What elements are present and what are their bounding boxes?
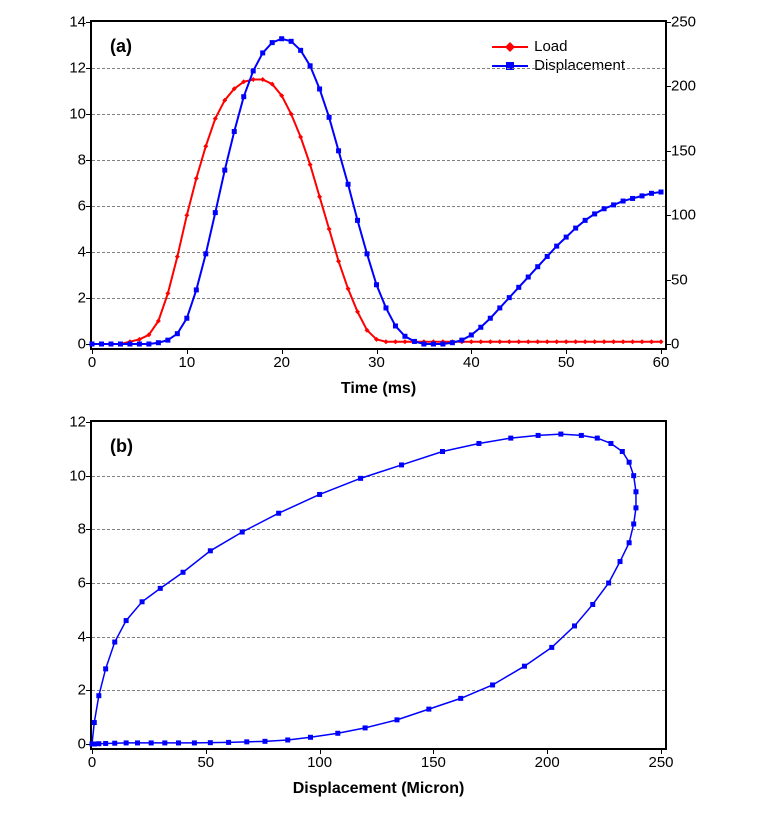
panel-b: (b) 024681012050100150200250 bbox=[90, 420, 667, 750]
panel-a: (a) Load Displacement 024681012140501001… bbox=[90, 20, 667, 350]
x-label-b: Displacement (Micron) bbox=[293, 780, 465, 798]
x-label-a: Time (ms) bbox=[341, 380, 416, 398]
disp-series bbox=[92, 22, 661, 344]
hysteresis-series bbox=[92, 422, 661, 744]
figure: (a) Load Displacement 024681012140501001… bbox=[20, 20, 737, 750]
